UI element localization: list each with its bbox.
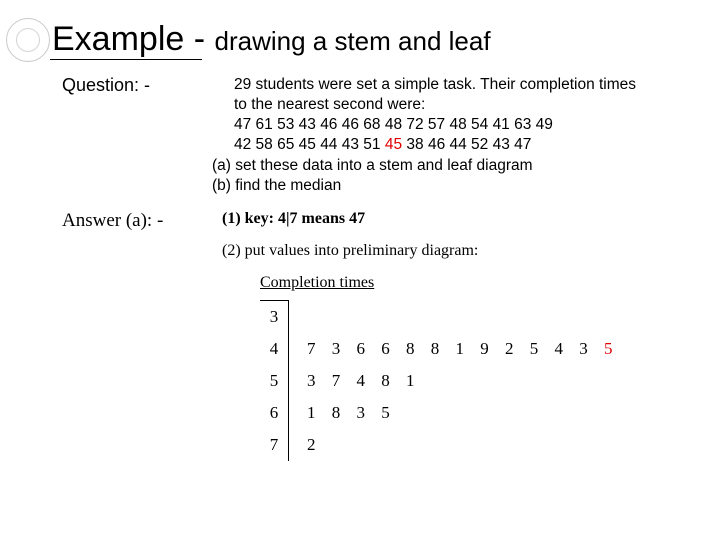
bullet-inner-circle — [16, 28, 40, 52]
answer-label: Answer (a): - — [62, 210, 222, 232]
title-part2: drawing a stem and leaf — [215, 26, 491, 56]
question-data1: 47 61 53 43 46 46 68 48 72 57 48 54 41 6… — [234, 115, 636, 135]
title-underline — [50, 59, 202, 60]
stem-cell: 4 — [260, 333, 289, 365]
table-row: 4 7 3 6 6 8 8 1 9 2 5 4 3 5 — [260, 333, 619, 365]
leaves-cell: 3 7 4 8 1 — [289, 365, 619, 397]
question-data2b: 38 46 44 52 43 47 — [402, 136, 531, 153]
stem-leaf-table: 3 4 7 3 6 6 8 8 1 9 2 5 4 3 5 5 3 7 4 8 … — [260, 300, 619, 461]
question-data2-red: 45 — [385, 136, 402, 153]
table-row: 7 2 — [260, 429, 619, 461]
question-data2a: 42 58 65 45 44 43 51 — [234, 136, 385, 153]
question-task-b: (b) find the median — [212, 176, 636, 196]
leaves-cell: 2 — [289, 429, 619, 461]
completion-times-title: Completion times — [260, 274, 692, 292]
stem-cell: 7 — [260, 429, 289, 461]
question-line1: 29 students were set a simple task. Thei… — [234, 75, 636, 95]
answer-step1-text: (1) key: 4|7 means 47 — [222, 210, 365, 227]
leaves-cell — [289, 300, 619, 333]
leaves-cell: 7 3 6 6 8 8 1 9 2 5 4 3 5 — [289, 333, 619, 365]
slide-title: Example - drawing a stem and leaf — [52, 20, 692, 59]
question-text: 29 students were set a simple task. Thei… — [212, 75, 636, 196]
answer-step2: (2) put values into preliminary diagram: — [222, 242, 692, 260]
stem-cell: 5 — [260, 365, 289, 397]
question-label: Question: - — [62, 75, 212, 196]
question-line2: to the nearest second were: — [234, 95, 636, 115]
table-row: 5 3 7 4 8 1 — [260, 365, 619, 397]
table-row: 3 — [260, 300, 619, 333]
answer-step1: (1) key: 4|7 means 47 — [222, 210, 365, 232]
title-part1: Example - — [52, 20, 215, 58]
table-row: 6 1 8 3 5 — [260, 397, 619, 429]
question-task-a: (a) set these data into a stem and leaf … — [212, 156, 636, 176]
stem-cell: 6 — [260, 397, 289, 429]
stem-leaf-diagram: 3 4 7 3 6 6 8 8 1 9 2 5 4 3 5 5 3 7 4 8 … — [260, 300, 692, 461]
stem-cell: 3 — [260, 300, 289, 333]
answer-row: Answer (a): - (1) key: 4|7 means 47 — [28, 210, 692, 232]
leaves-cell: 1 8 3 5 — [289, 397, 619, 429]
question-row: Question: - 29 students were set a simpl… — [28, 75, 692, 196]
question-data2: 42 58 65 45 44 43 51 45 38 46 44 52 43 4… — [234, 135, 636, 155]
